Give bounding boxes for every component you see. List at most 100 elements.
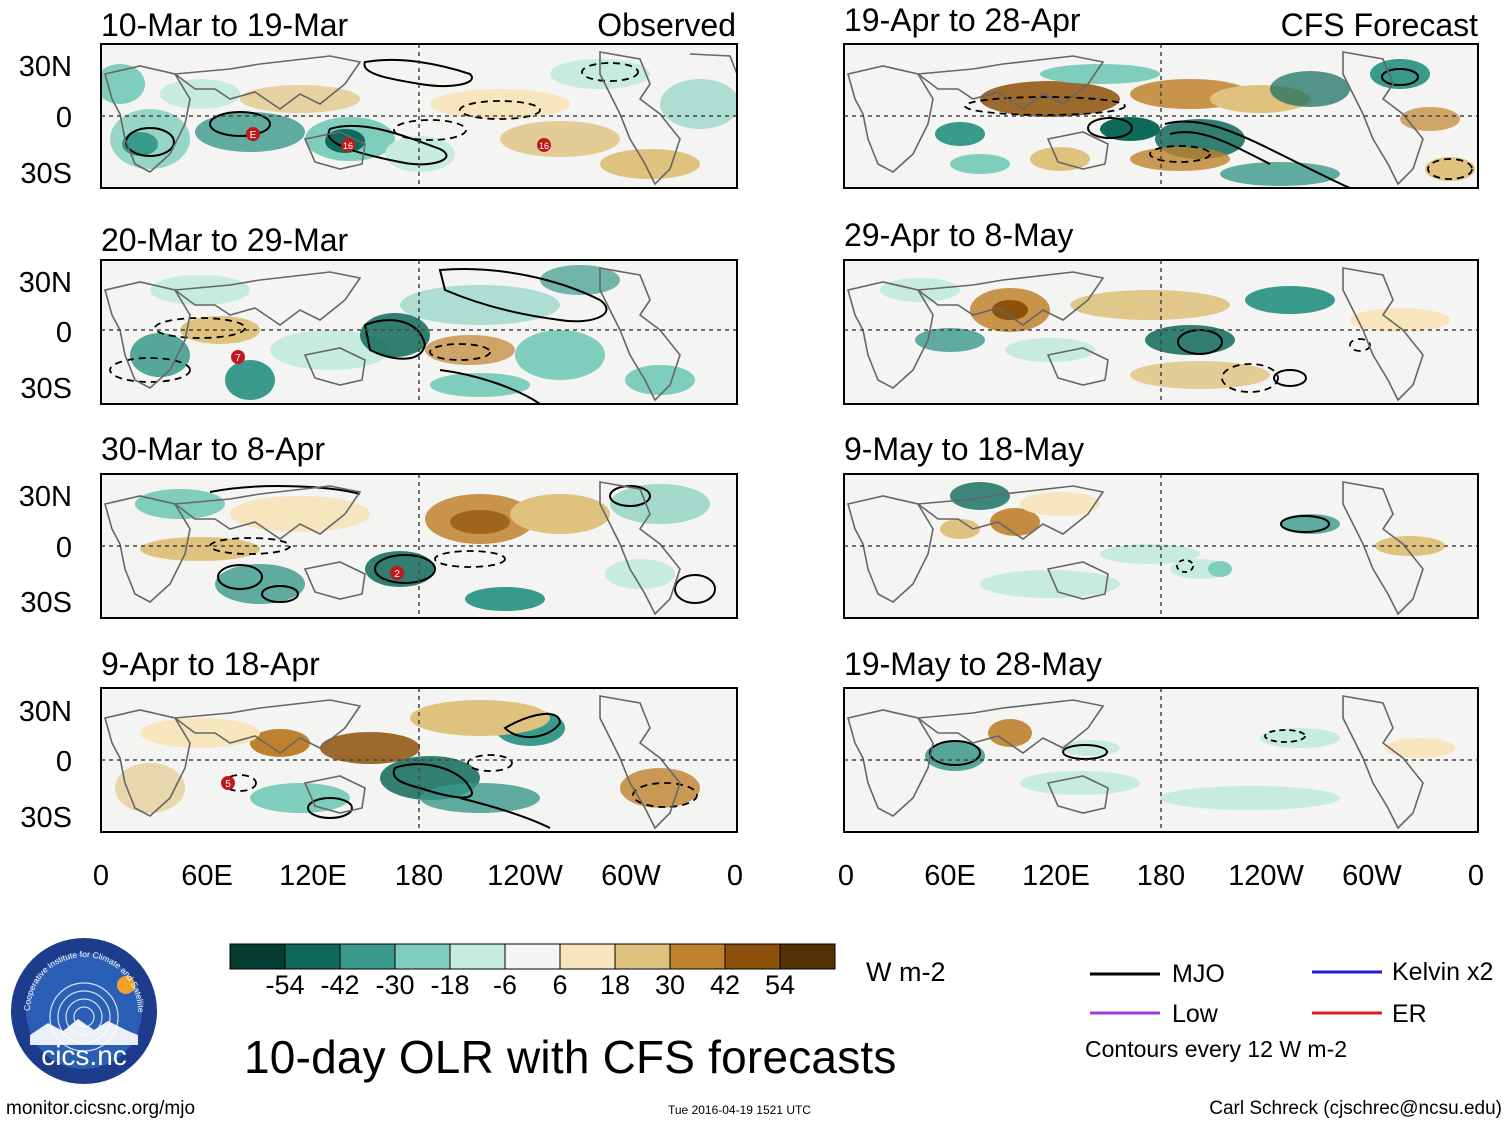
lat-tick: 30S xyxy=(20,373,72,405)
storm-marker: 16 xyxy=(537,138,551,152)
panel-title-forecast-2: 29-Apr to 8-May xyxy=(844,217,1073,253)
lon-tick: 180 xyxy=(1137,860,1185,892)
forecast-label: CFS Forecast xyxy=(1281,7,1478,43)
colorbar-label: -54 xyxy=(265,970,304,1000)
svg-text:2: 2 xyxy=(394,569,400,580)
colorbar-swatch xyxy=(394,943,451,970)
main-title: 10-day OLR with CFS forecasts xyxy=(244,1031,897,1083)
lat-tick: 0 xyxy=(56,102,72,134)
lon-tick: 60E xyxy=(181,860,233,892)
lat-axis-labels: 30N 0 30S 30N 0 30S 30N 0 30S 30N 0 30S xyxy=(19,51,72,834)
lat-tick: 30N xyxy=(19,696,72,728)
colorbar-swatch xyxy=(284,943,341,970)
lon-tick: 60W xyxy=(1342,860,1402,892)
colorbar-label: 54 xyxy=(765,970,795,1000)
lat-tick: 30S xyxy=(20,158,72,190)
panel-title-observed-3: 30-Mar to 8-Apr xyxy=(101,431,325,467)
panel-title-observed-1: 10-Mar to 19-Mar xyxy=(101,7,349,43)
colorbar-labels: -54 -42 -30 -18 -6 6 18 30 42 54 xyxy=(265,970,795,1000)
legend-label: MJO xyxy=(1172,960,1225,988)
lon-tick: 60W xyxy=(601,860,661,892)
legend-item-kelvin: Kelvin x2 xyxy=(1312,958,1493,986)
storm-marker: 2 xyxy=(390,566,404,580)
timestamp: Tue 2016-04-19 1521 UTC xyxy=(668,1103,811,1117)
storm-marker: 5 xyxy=(221,776,235,790)
map-panel-observed-2: 7 xyxy=(100,259,738,405)
legend-label: ER xyxy=(1392,1000,1427,1028)
colorbar-swatch xyxy=(449,943,506,970)
colorbar-label: -18 xyxy=(430,970,469,1000)
map-panel-observed-4: 5 xyxy=(100,687,738,833)
panel-title-forecast-1: 19-Apr to 28-Apr xyxy=(844,2,1081,38)
colorbar-swatch xyxy=(614,943,671,970)
lon-axis-labels-left: 0 60E 120E 180 120W 60W 0 xyxy=(93,860,743,892)
legend-label: Low xyxy=(1172,1000,1219,1028)
lat-tick: 30N xyxy=(19,51,72,83)
lon-tick: 120E xyxy=(1022,860,1090,892)
colorbar-swatch xyxy=(229,943,286,970)
svg-text:E: E xyxy=(250,130,257,141)
colorbar-label: 18 xyxy=(600,970,630,1000)
wave-legend: MJO Kelvin x2 Low ER xyxy=(1090,958,1493,1028)
panel-title-forecast-3: 9-May to 18-May xyxy=(844,431,1084,467)
colorbar: -54 -42 -30 -18 -6 6 18 30 42 54 xyxy=(229,943,836,1000)
map-panel-forecast-3 xyxy=(843,473,1479,619)
map-panel-observed-3: 2 xyxy=(100,473,738,619)
sun-icon xyxy=(117,976,135,994)
svg-text:5: 5 xyxy=(225,779,231,790)
lon-tick: 120W xyxy=(487,860,563,892)
panel-title-observed-2: 20-Mar to 29-Mar xyxy=(101,222,349,258)
colorbar-swatch xyxy=(559,943,616,970)
contour-note: Contours every 12 W m-2 xyxy=(1085,1036,1348,1062)
lat-tick: 0 xyxy=(56,746,72,778)
lon-tick: 180 xyxy=(395,860,443,892)
legend-item-er: ER xyxy=(1312,1000,1427,1028)
colorbar-swatch xyxy=(339,943,396,970)
storm-marker: E xyxy=(246,127,260,141)
map-panel-forecast-1 xyxy=(843,43,1479,189)
lon-tick: 0 xyxy=(838,860,854,892)
colorbar-swatch xyxy=(779,943,836,970)
lon-tick: 0 xyxy=(1468,860,1484,892)
legend-item-mjo: MJO xyxy=(1090,960,1225,988)
lat-tick: 30S xyxy=(20,802,72,834)
colorbar-label: -30 xyxy=(375,970,414,1000)
map-panels: Observed CFS Forecast 10-Mar to 19-Mar 2… xyxy=(19,2,1484,892)
colorbar-swatch xyxy=(669,943,726,970)
panel-title-forecast-4: 19-May to 28-May xyxy=(844,646,1102,682)
panel-title-observed-4: 9-Apr to 18-Apr xyxy=(101,646,320,682)
colorbar-swatch xyxy=(504,943,561,970)
legend-item-low: Low xyxy=(1090,1000,1219,1028)
colorbar-label: 6 xyxy=(552,970,567,1000)
lat-tick: 0 xyxy=(56,317,72,349)
map-panel-observed-1: E 16 16 xyxy=(100,43,738,189)
legend-label: Kelvin x2 xyxy=(1392,958,1493,986)
colorbar-label: 42 xyxy=(710,970,740,1000)
storm-marker: 16 xyxy=(341,138,355,152)
observed-label: Observed xyxy=(597,7,736,43)
lon-tick: 120W xyxy=(1228,860,1304,892)
cics-logo: Cooperative Institute for Climate and Sa… xyxy=(8,935,157,1084)
lon-axis-labels-right: 0 60E 120E 180 120W 60W 0 xyxy=(838,860,1484,892)
lon-tick: 120E xyxy=(279,860,347,892)
lat-tick: 0 xyxy=(56,532,72,564)
svg-text:7: 7 xyxy=(235,353,241,364)
svg-text:16: 16 xyxy=(343,141,353,151)
source-url: monitor.cicsnc.org/mjo xyxy=(6,1098,196,1119)
lon-tick: 0 xyxy=(93,860,109,892)
svg-text:16: 16 xyxy=(539,141,549,151)
lat-tick: 30N xyxy=(19,481,72,513)
map-panel-forecast-4 xyxy=(843,687,1479,833)
logo-text: cics.nc xyxy=(41,1040,127,1071)
lon-tick: 60E xyxy=(924,860,976,892)
lat-tick: 30S xyxy=(20,587,72,619)
lon-tick: 0 xyxy=(727,860,743,892)
colorbar-label: 30 xyxy=(655,970,685,1000)
storm-marker: 7 xyxy=(231,350,245,364)
colorbar-label: -6 xyxy=(493,970,517,1000)
colorbar-label: -42 xyxy=(320,970,359,1000)
colorbar-swatch xyxy=(724,943,781,970)
map-panel-forecast-2 xyxy=(843,259,1479,405)
colorbar-swatches xyxy=(229,943,836,970)
lat-tick: 30N xyxy=(19,267,72,299)
